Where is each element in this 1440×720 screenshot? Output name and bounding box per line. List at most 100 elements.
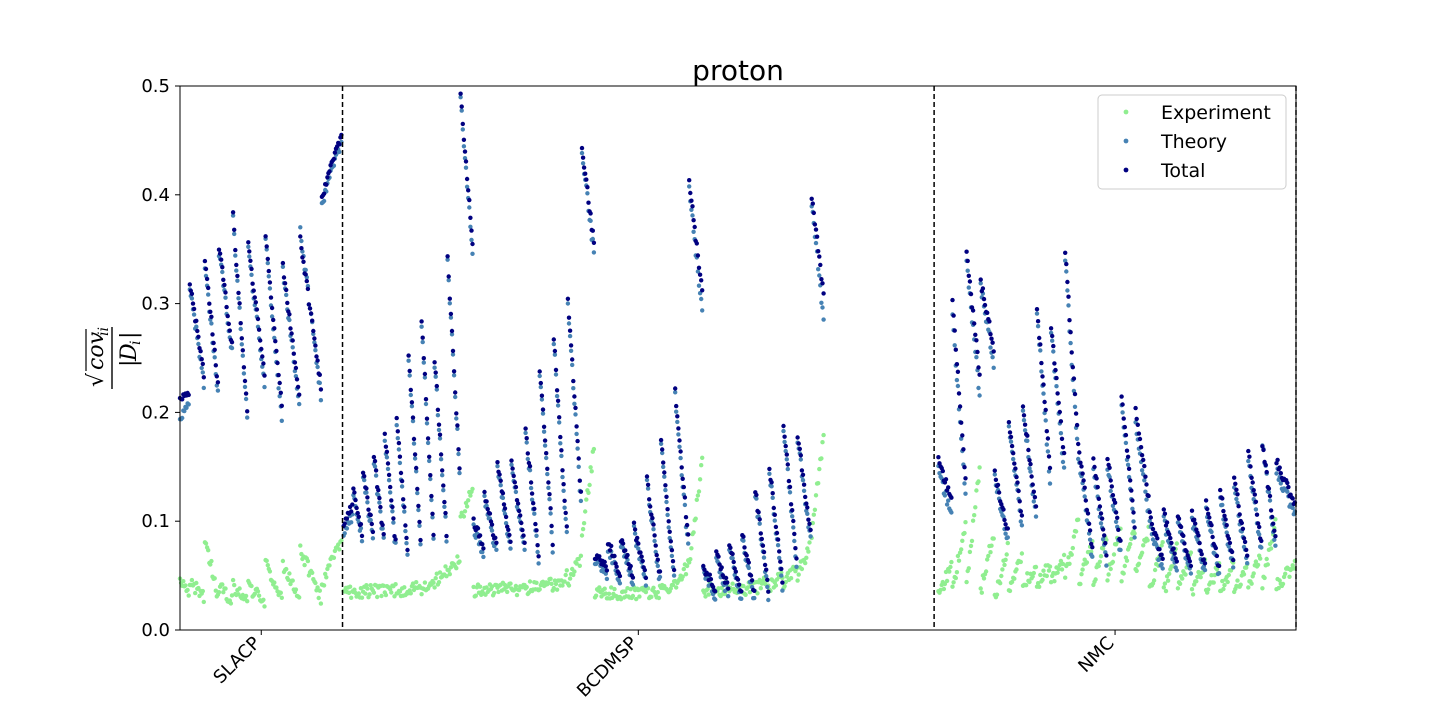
experiment-point	[819, 456, 824, 461]
experiment-point	[189, 577, 195, 583]
total-point	[1080, 471, 1085, 476]
total-point	[416, 503, 421, 509]
total-point	[1001, 507, 1006, 512]
legend-marker-total	[1123, 167, 1129, 173]
total-point	[1174, 559, 1180, 564]
experiment-point	[813, 493, 819, 498]
total-point	[773, 524, 779, 530]
theory-point	[191, 312, 197, 317]
total-point	[578, 489, 584, 494]
total-point	[1136, 431, 1142, 436]
total-point	[1112, 500, 1118, 505]
experiment-point	[436, 580, 442, 585]
total-point	[687, 178, 692, 183]
experiment-point	[321, 583, 327, 588]
experiment-point	[972, 513, 977, 518]
total-point	[790, 508, 795, 513]
theory-point	[798, 457, 803, 462]
theory-point	[955, 383, 961, 389]
experiment-point	[603, 591, 608, 596]
total-point	[186, 392, 191, 398]
total-point	[1248, 464, 1253, 469]
theory-point	[700, 308, 705, 313]
experiment-point	[255, 589, 261, 594]
total-point	[1109, 484, 1115, 489]
experiment-point	[208, 562, 213, 567]
experiment-point	[948, 564, 953, 570]
theory-point	[575, 446, 580, 451]
experiment-point	[265, 563, 270, 568]
theory-point	[542, 443, 548, 448]
experiment-point	[1040, 577, 1045, 583]
experiment-point	[705, 586, 710, 592]
experiment-point	[745, 585, 750, 590]
total-point	[1009, 443, 1015, 449]
total-point	[795, 435, 800, 440]
total-point	[1085, 511, 1091, 516]
total-point	[315, 358, 320, 363]
total-point	[331, 156, 337, 162]
experiment-point	[689, 546, 694, 551]
total-point	[940, 468, 945, 474]
total-point	[216, 247, 222, 252]
total-point	[470, 241, 475, 247]
total-point	[456, 447, 461, 452]
theory-point	[570, 362, 575, 368]
experiment-point	[564, 568, 569, 573]
theory-point	[500, 495, 506, 501]
total-point	[467, 197, 472, 203]
experiment-point	[513, 583, 519, 589]
theory-point	[651, 527, 656, 532]
total-point	[642, 567, 647, 573]
experiment-point	[1180, 576, 1185, 581]
total-point	[448, 311, 454, 317]
experiment-point	[755, 591, 760, 596]
experiment-point	[1000, 567, 1005, 572]
theory-point	[1076, 456, 1081, 462]
total-point	[744, 553, 749, 558]
theory-point	[458, 95, 463, 100]
y-axis-label-radical: √	[84, 372, 109, 387]
experiment-point	[1058, 558, 1064, 564]
total-point	[959, 420, 964, 425]
total-point	[961, 447, 966, 452]
total-point	[1245, 553, 1250, 558]
experiment-point	[942, 581, 948, 587]
theory-point	[480, 549, 485, 555]
theory-point	[1039, 369, 1044, 374]
legend-marker-experiment	[1123, 109, 1129, 115]
total-point	[249, 266, 254, 272]
total-point	[415, 486, 420, 492]
experiment-point	[1018, 559, 1023, 565]
theory-point	[1034, 311, 1040, 316]
experiment-point	[674, 585, 679, 590]
theory-point	[817, 273, 822, 278]
experiment-point	[1076, 517, 1081, 522]
theory-point	[1108, 488, 1113, 494]
total-point	[1137, 436, 1143, 442]
experiment-point	[700, 455, 705, 460]
theory-point	[1231, 565, 1236, 570]
experiment-point	[1105, 578, 1110, 583]
theory-point	[1006, 424, 1012, 429]
theory-point	[443, 514, 448, 519]
total-point	[1034, 307, 1040, 312]
total-point	[497, 472, 502, 477]
experiment-point	[584, 497, 589, 502]
total-point	[1189, 508, 1195, 513]
experiment-point	[950, 584, 955, 589]
theory-point	[781, 428, 786, 434]
total-point	[754, 492, 759, 498]
experiment-point	[1073, 529, 1079, 534]
theory-point	[267, 286, 273, 291]
experiment-point	[1246, 585, 1251, 590]
experiment-point	[444, 574, 449, 579]
total-point	[707, 572, 712, 577]
total-point	[207, 301, 212, 306]
experiment-point	[820, 440, 825, 445]
total-point	[1268, 508, 1274, 513]
theory-point	[966, 285, 971, 290]
experiment-point	[315, 585, 320, 590]
total-point	[263, 234, 268, 239]
theory-point	[235, 278, 240, 283]
